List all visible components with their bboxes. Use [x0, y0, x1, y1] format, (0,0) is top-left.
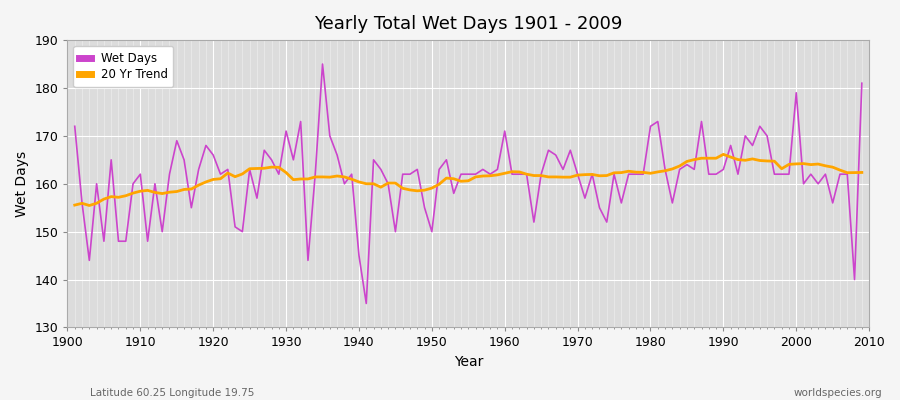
- Legend: Wet Days, 20 Yr Trend: Wet Days, 20 Yr Trend: [74, 46, 174, 87]
- Wet Days: [69, 124, 80, 129]
- Wet Days: [507, 172, 517, 176]
- Wet Days: [128, 181, 139, 186]
- 20 Yr Trend: [857, 170, 868, 175]
- Y-axis label: Wet Days: Wet Days: [15, 151, 29, 217]
- Wet Days: [288, 158, 299, 162]
- Text: Latitude 60.25 Longitude 19.75: Latitude 60.25 Longitude 19.75: [90, 388, 255, 398]
- 20 Yr Trend: [339, 174, 350, 179]
- X-axis label: Year: Year: [454, 355, 483, 369]
- 20 Yr Trend: [84, 203, 94, 208]
- Wet Days: [339, 181, 350, 186]
- Line: Wet Days: Wet Days: [75, 64, 862, 304]
- 20 Yr Trend: [500, 171, 510, 176]
- 20 Yr Trend: [295, 176, 306, 181]
- 20 Yr Trend: [594, 173, 605, 178]
- Wet Days: [601, 220, 612, 224]
- Wet Days: [514, 172, 525, 176]
- Title: Yearly Total Wet Days 1901 - 2009: Yearly Total Wet Days 1901 - 2009: [314, 15, 623, 33]
- 20 Yr Trend: [135, 189, 146, 194]
- Wet Days: [361, 301, 372, 306]
- Text: worldspecies.org: worldspecies.org: [794, 388, 882, 398]
- 20 Yr Trend: [507, 169, 517, 174]
- 20 Yr Trend: [69, 203, 80, 208]
- 20 Yr Trend: [718, 152, 729, 157]
- Wet Days: [857, 81, 868, 86]
- Line: 20 Yr Trend: 20 Yr Trend: [75, 154, 862, 206]
- Wet Days: [317, 62, 328, 66]
